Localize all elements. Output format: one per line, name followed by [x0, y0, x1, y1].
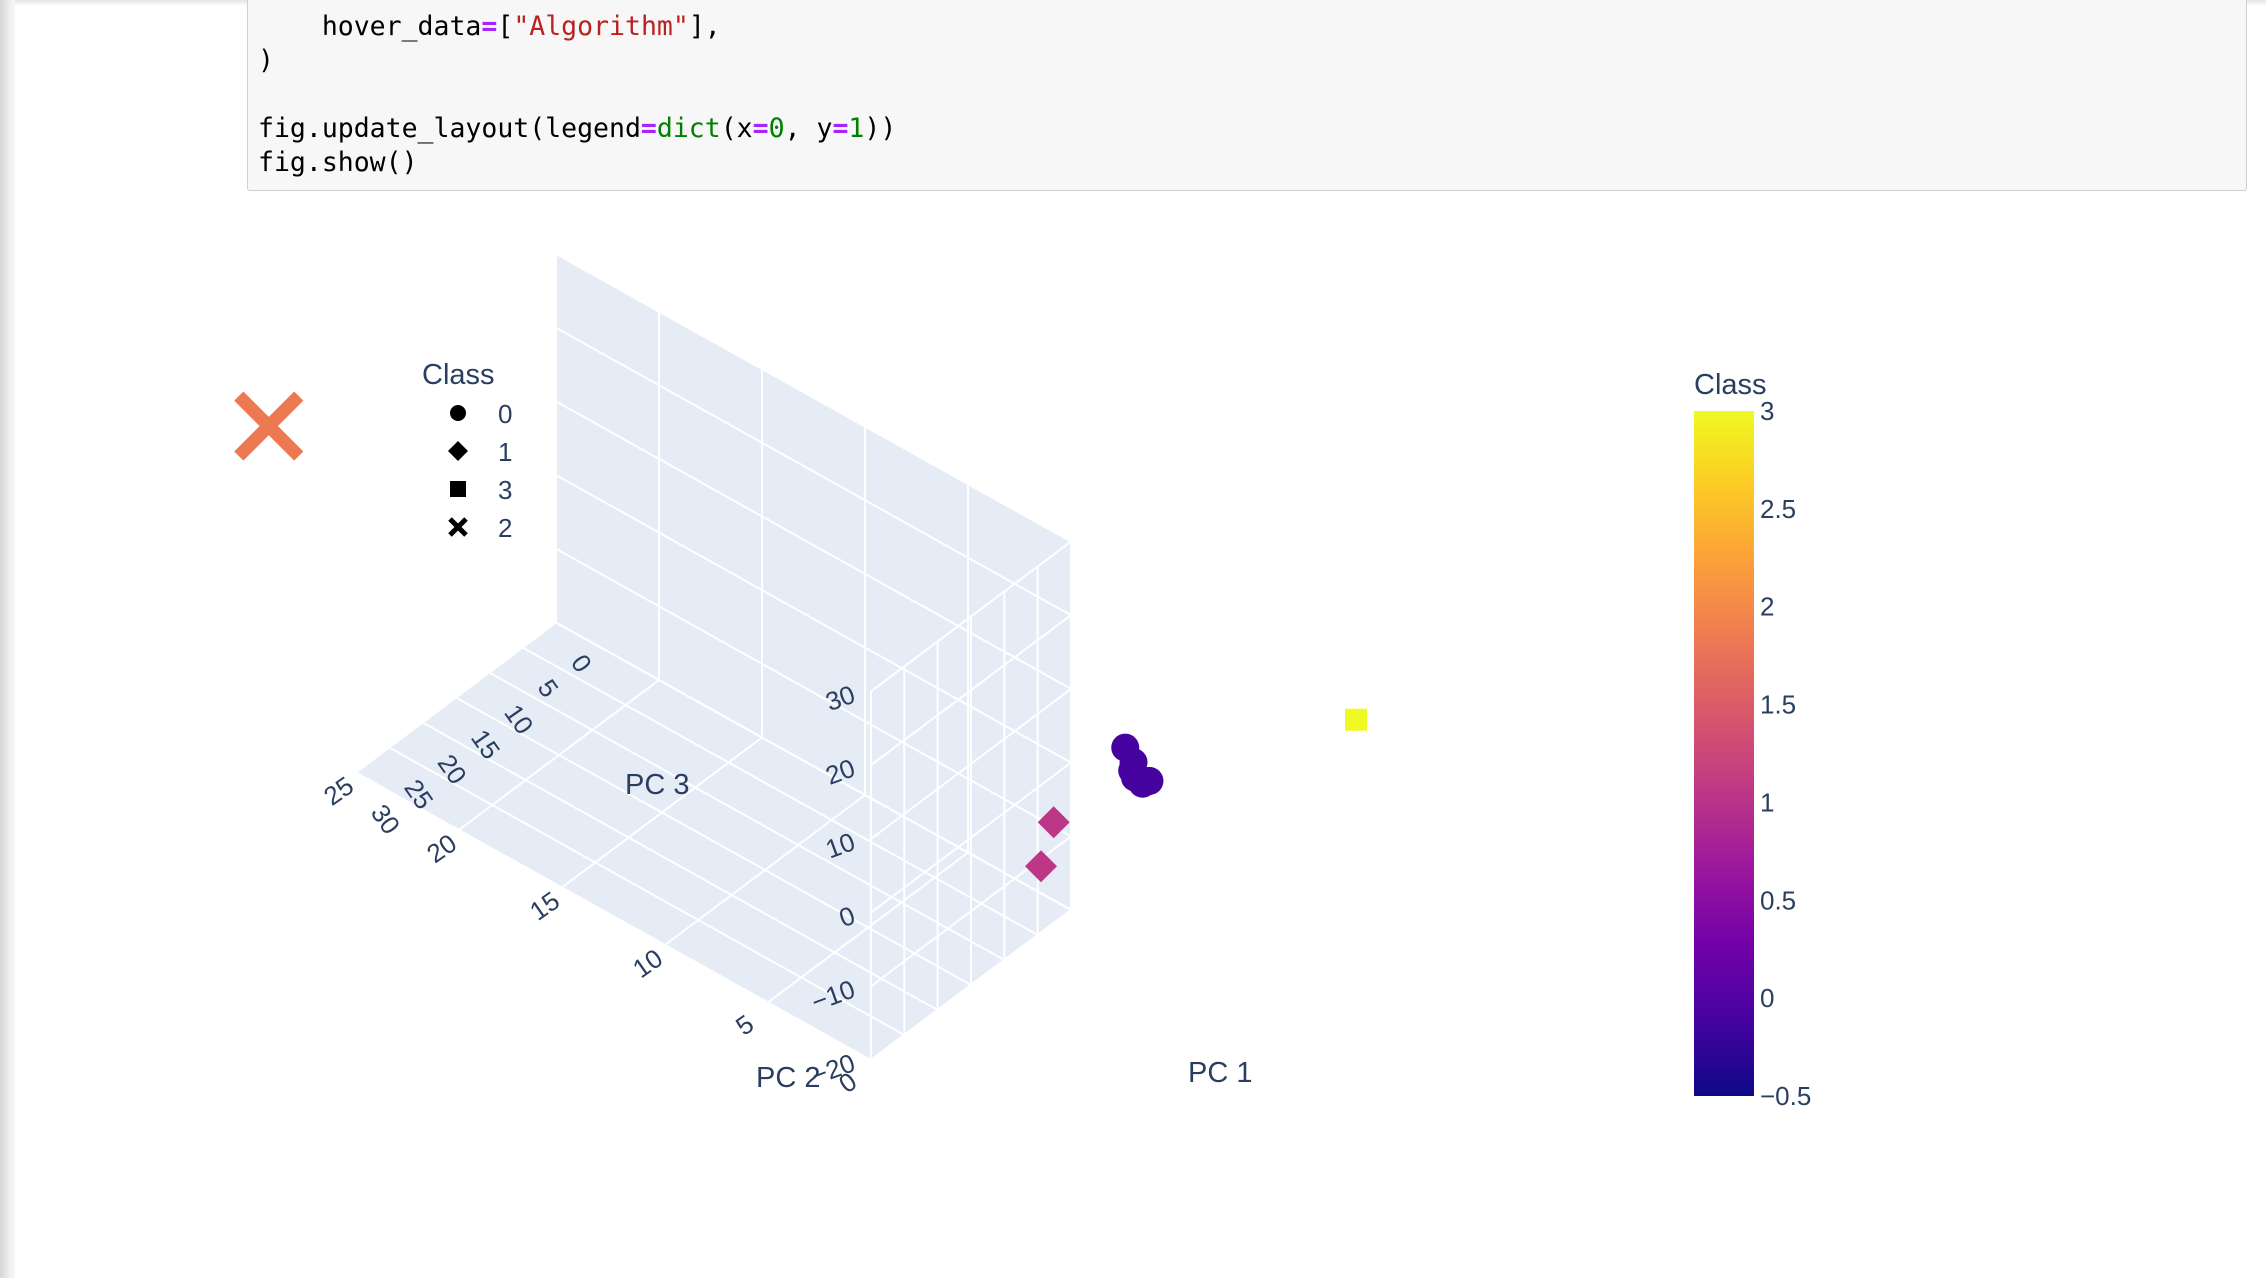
grid-line [767, 851, 969, 1004]
grid-line [664, 794, 866, 946]
colorbar-tick-label: 1 [1760, 787, 1774, 817]
grid-line [870, 540, 1072, 693]
y-tick-label: 25 [318, 770, 359, 811]
y-axis-title: PC 2 [756, 1062, 820, 1094]
legend-symbol-circle [450, 405, 466, 421]
marker-class-1 [1025, 850, 1057, 883]
grid-line [555, 326, 1072, 617]
grid-line [455, 696, 972, 986]
grid-line [555, 621, 1072, 911]
marker-class-2 [234, 391, 304, 461]
legend-title: Class [422, 359, 495, 391]
colorbar-tick-label: 0 [1760, 983, 1774, 1013]
marker-class-0 [1132, 767, 1161, 796]
y-tick-label: 5 [730, 1009, 759, 1042]
code-line: fig.update_layout(legend=dict(x=0, y=1)) [258, 113, 897, 144]
grid-line [458, 679, 660, 831]
grid-line [422, 721, 939, 1011]
colorbar-tick-label: 2.5 [1760, 494, 1796, 524]
code-line: ) [258, 45, 274, 76]
grid-line [870, 909, 1072, 1061]
colorbar-tick-label: 1.5 [1760, 690, 1796, 720]
grid-line [555, 253, 1072, 543]
legend-item-label: 2 [498, 513, 512, 543]
y-tick-label: 15 [524, 885, 565, 926]
grid-line [355, 621, 557, 774]
grid-line [555, 400, 1072, 690]
code-line: fig.show() [258, 147, 418, 178]
code-line: hover_data=["Algorithm"], [258, 11, 721, 42]
colorbar-gradient [1694, 411, 1754, 1096]
legend-item-label: 1 [498, 437, 512, 467]
grid-line [870, 688, 1072, 840]
grid-line [555, 547, 1072, 838]
notebook-left-rail [0, 0, 15, 1278]
grid-line [388, 746, 905, 1036]
grid-line [561, 736, 763, 889]
code-cell[interactable]: hover_data=["Algorithm"], ) fig.update_l… [247, 0, 2247, 191]
y-tick-label: 10 [627, 943, 668, 984]
grid-lines [355, 253, 1072, 1061]
y-tick-label: 20 [421, 828, 462, 869]
grid-line [870, 614, 1072, 767]
legend[interactable]: Class 0 1 3 2 [422, 359, 512, 543]
x-tick-label: 30 [365, 799, 406, 840]
grid-line [870, 761, 1072, 914]
colorbar-tick-label: 0.5 [1760, 885, 1796, 915]
grid-line [488, 671, 1005, 961]
colorbar-tick-label: −0.5 [1760, 1081, 1811, 1111]
colorbar[interactable]: Class 3 2.5 2 1.5 1 0.5 0 −0.5 [1694, 369, 1811, 1111]
marker-class-3 [1345, 708, 1368, 731]
grid-line [355, 771, 872, 1061]
code-text: hover_data=["Algorithm"], ) fig.update_l… [258, 10, 896, 180]
legend-symbol-square [450, 481, 466, 497]
colorbar-title: Class [1694, 369, 1767, 401]
markers[interactable] [234, 391, 1368, 883]
z-axis-title: PC 3 [625, 769, 689, 801]
grid-line [522, 646, 1039, 936]
grid-line [555, 474, 1072, 764]
colorbar-tick-label: 3 [1760, 396, 1774, 426]
legend-symbol-diamond [448, 441, 468, 461]
legend-item-label: 0 [498, 399, 512, 429]
legend-item-label: 3 [498, 475, 512, 505]
x-axis-title: PC 1 [1188, 1057, 1252, 1089]
marker-class-0 [1111, 733, 1140, 762]
marker-class-1 [1037, 806, 1070, 839]
legend-symbol-x [448, 517, 468, 537]
colorbar-tick-label: 2 [1760, 592, 1774, 622]
